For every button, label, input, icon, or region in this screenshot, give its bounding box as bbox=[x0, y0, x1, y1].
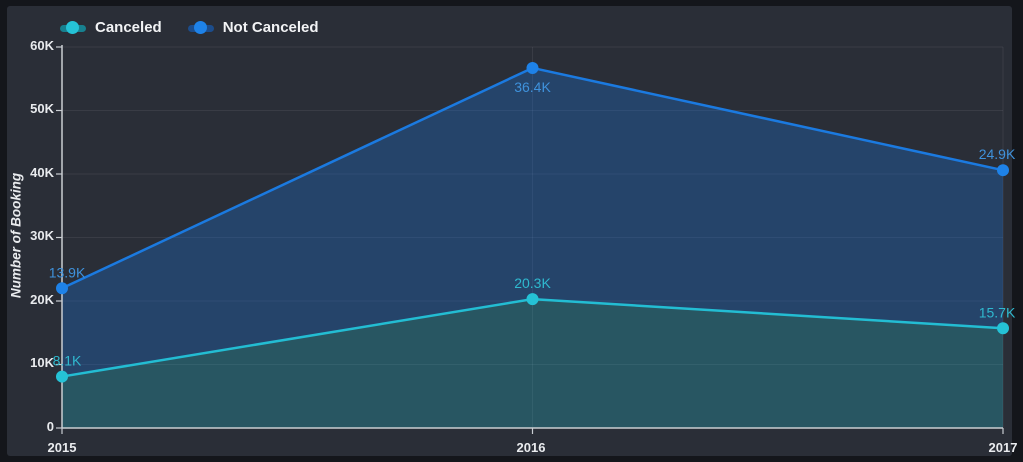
data-point-not-canceled[interactable] bbox=[56, 282, 68, 295]
legend-dot-swatch bbox=[66, 21, 79, 34]
point-value-label: 15.7K bbox=[979, 304, 1016, 320]
x-tick-label: 2016 bbox=[516, 440, 546, 455]
legend: Canceled Not Canceled bbox=[60, 19, 319, 36]
y-tick-label: 50K bbox=[30, 101, 54, 116]
area-not-canceled bbox=[62, 67, 1003, 377]
y-tick-label: 40K bbox=[30, 165, 54, 180]
not-canceled-series-marker-icon bbox=[187, 21, 214, 35]
panel-background bbox=[7, 6, 1012, 456]
point-value-label: 20.3K bbox=[514, 275, 551, 291]
point-value-label: 13.9K bbox=[49, 264, 86, 280]
data-point-canceled[interactable] bbox=[56, 370, 68, 383]
y-tick-label: 30K bbox=[30, 228, 54, 243]
x-tick-label: 2017 bbox=[988, 440, 1018, 455]
legend-item-canceled[interactable]: Canceled bbox=[60, 19, 162, 36]
legend-item-not-canceled[interactable]: Not Canceled bbox=[187, 19, 319, 36]
x-tick-label: 2015 bbox=[47, 440, 77, 455]
point-value-label: 8.1K bbox=[53, 353, 82, 369]
legend-label-not-canceled: Not Canceled bbox=[222, 19, 319, 36]
data-point-canceled[interactable] bbox=[997, 322, 1009, 335]
data-point-not-canceled[interactable] bbox=[997, 164, 1009, 177]
y-tick-label: 60K bbox=[30, 38, 54, 53]
point-value-label: 36.4K bbox=[514, 79, 551, 95]
y-tick-label: 20K bbox=[30, 292, 54, 307]
y-tick-label: 10K bbox=[30, 355, 54, 370]
canceled-series-marker-icon bbox=[60, 21, 86, 35]
point-value-label: 24.9K bbox=[979, 146, 1016, 162]
data-point-canceled[interactable] bbox=[526, 293, 539, 306]
legend-label-canceled: Canceled bbox=[95, 19, 162, 36]
data-point-not-canceled[interactable] bbox=[526, 61, 539, 74]
y-tick-label: 0 bbox=[46, 419, 54, 434]
legend-dot-swatch bbox=[193, 21, 207, 34]
area-canceled bbox=[62, 299, 1003, 428]
